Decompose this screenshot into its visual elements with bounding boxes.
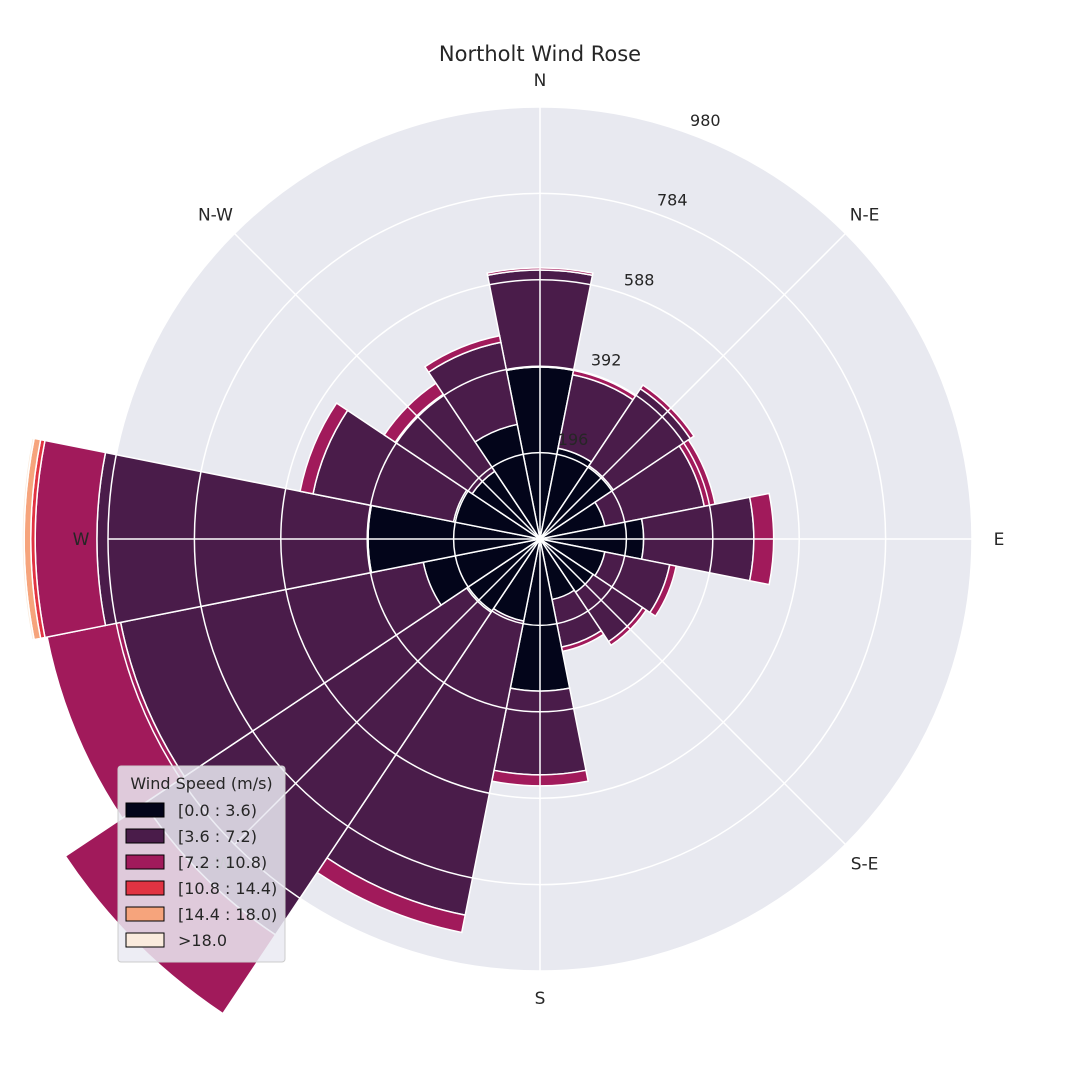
legend-label-0: [0.0 : 3.6): [178, 801, 257, 820]
legend-label-3: [10.8 : 14.4): [178, 879, 277, 898]
grid-spoke-7: [233, 232, 541, 540]
direction-label-w: W: [73, 530, 90, 550]
legend-label-2: [7.2 : 10.8): [178, 853, 267, 872]
legend-swatch-3: [125, 880, 165, 896]
grid-spoke-1: [539, 232, 847, 540]
radial-tick-label-3: 784: [657, 191, 688, 210]
direction-label-s-e: S-E: [851, 855, 879, 875]
radial-tick-label-2: 588: [624, 271, 655, 290]
legend-swatch-0: [125, 802, 165, 818]
direction-label-n-e: N-E: [850, 205, 880, 225]
legend-label-1: [3.6 : 7.2): [178, 827, 257, 846]
radial-tick-label-4: 980: [690, 111, 721, 130]
radial-tick-labels: 196 392 588 784 980: [558, 111, 721, 449]
wind-bar-270-bin-5: [21, 437, 36, 641]
legend-title: Wind Speed (m/s): [130, 774, 272, 793]
radial-tick-label-0: 196: [558, 430, 589, 449]
radial-tick-label-1: 392: [591, 350, 622, 369]
wind-bar-270-bin-2: [34, 439, 107, 639]
wind-bar-45-bin-2: [639, 384, 695, 440]
wind-bar-337.5-bin-2: [423, 334, 502, 374]
direction-label-n-w: N-W: [198, 205, 233, 225]
legend-swatch-5: [125, 932, 165, 948]
legend: Wind Speed (m/s) [0.0 : 3.6) [3.6 : 7.2) [7…: [117, 765, 286, 963]
legend-swatch-2: [125, 854, 165, 870]
legend-label-5: >18.0: [178, 931, 227, 950]
wind-bar-0-bin-2: [486, 267, 594, 277]
legend-swatch-1: [125, 828, 165, 844]
wind-bar-292.5-bin-2: [299, 402, 349, 495]
polar-grid: [107, 106, 973, 972]
wind-bar-112.5-bin-2: [648, 563, 678, 618]
chart-title: Northolt Wind Rose: [439, 42, 641, 66]
direction-label-e: E: [994, 530, 1005, 550]
direction-label-s: S: [535, 989, 546, 1009]
legend-swatch-4: [125, 906, 165, 922]
legend-label-4: [14.4 : 18.0): [178, 905, 277, 924]
grid-spoke-3: [539, 538, 847, 846]
direction-label-n: N: [534, 71, 547, 91]
